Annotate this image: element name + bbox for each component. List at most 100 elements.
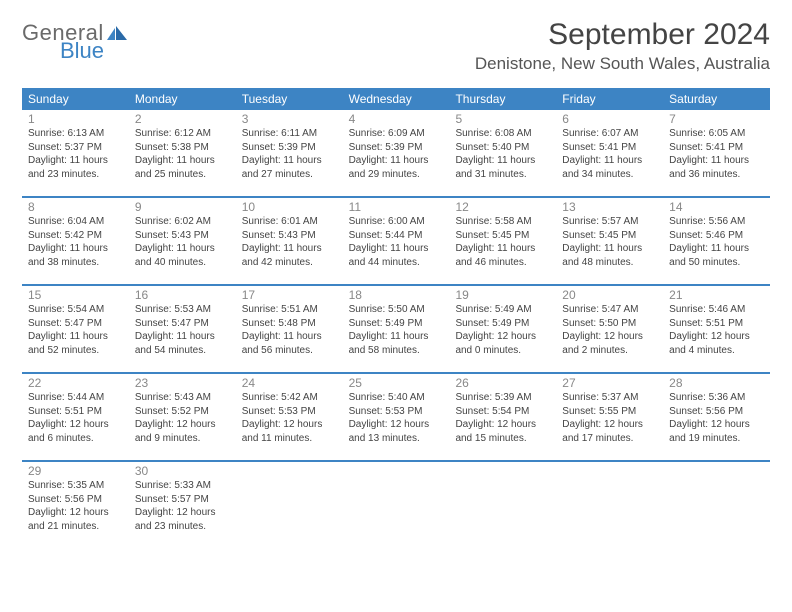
logo-sail-icon xyxy=(107,26,127,40)
header: General Blue September 2024 Denistone, N… xyxy=(22,18,770,78)
title-block: September 2024 Denistone, New South Wale… xyxy=(475,18,770,74)
calendar-cell: 6Sunrise: 6:07 AMSunset: 5:41 PMDaylight… xyxy=(556,110,663,196)
day-details: Sunrise: 6:05 AMSunset: 5:41 PMDaylight:… xyxy=(669,127,764,181)
day-number: 28 xyxy=(669,376,764,391)
day-details: Sunrise: 5:39 AMSunset: 5:54 PMDaylight:… xyxy=(455,391,550,445)
location-text: Denistone, New South Wales, Australia xyxy=(475,54,770,74)
day-header-thursday: Thursday xyxy=(449,88,556,110)
calendar-cell: 23Sunrise: 5:43 AMSunset: 5:52 PMDayligh… xyxy=(129,374,236,460)
day-number: 13 xyxy=(562,200,657,215)
logo: General Blue xyxy=(22,18,127,62)
calendar-cell: 4Sunrise: 6:09 AMSunset: 5:39 PMDaylight… xyxy=(343,110,450,196)
calendar-cell: 12Sunrise: 5:58 AMSunset: 5:45 PMDayligh… xyxy=(449,198,556,284)
day-details: Sunrise: 6:09 AMSunset: 5:39 PMDaylight:… xyxy=(349,127,444,181)
calendar-cell: 7Sunrise: 6:05 AMSunset: 5:41 PMDaylight… xyxy=(663,110,770,196)
calendar-cell: 13Sunrise: 5:57 AMSunset: 5:45 PMDayligh… xyxy=(556,198,663,284)
calendar-cell: 10Sunrise: 6:01 AMSunset: 5:43 PMDayligh… xyxy=(236,198,343,284)
day-number: 29 xyxy=(28,464,123,479)
day-number: 2 xyxy=(135,112,230,127)
calendar-cell: 24Sunrise: 5:42 AMSunset: 5:53 PMDayligh… xyxy=(236,374,343,460)
day-number: 20 xyxy=(562,288,657,303)
calendar-cell: 19Sunrise: 5:49 AMSunset: 5:49 PMDayligh… xyxy=(449,286,556,372)
day-details: Sunrise: 6:11 AMSunset: 5:39 PMDaylight:… xyxy=(242,127,337,181)
day-details: Sunrise: 6:13 AMSunset: 5:37 PMDaylight:… xyxy=(28,127,123,181)
day-details: Sunrise: 5:57 AMSunset: 5:45 PMDaylight:… xyxy=(562,215,657,269)
calendar-cell: 11Sunrise: 6:00 AMSunset: 5:44 PMDayligh… xyxy=(343,198,450,284)
month-title: September 2024 xyxy=(475,18,770,52)
day-number: 15 xyxy=(28,288,123,303)
day-details: Sunrise: 5:53 AMSunset: 5:47 PMDaylight:… xyxy=(135,303,230,357)
day-details: Sunrise: 6:00 AMSunset: 5:44 PMDaylight:… xyxy=(349,215,444,269)
day-number: 30 xyxy=(135,464,230,479)
calendar: SundayMondayTuesdayWednesdayThursdayFrid… xyxy=(22,88,770,548)
calendar-cell xyxy=(236,462,343,548)
calendar-cell: 1Sunrise: 6:13 AMSunset: 5:37 PMDaylight… xyxy=(22,110,129,196)
day-number: 11 xyxy=(349,200,444,215)
day-number: 24 xyxy=(242,376,337,391)
day-details: Sunrise: 5:44 AMSunset: 5:51 PMDaylight:… xyxy=(28,391,123,445)
calendar-cell: 27Sunrise: 5:37 AMSunset: 5:55 PMDayligh… xyxy=(556,374,663,460)
week-row: 15Sunrise: 5:54 AMSunset: 5:47 PMDayligh… xyxy=(22,286,770,374)
day-number: 21 xyxy=(669,288,764,303)
calendar-cell: 17Sunrise: 5:51 AMSunset: 5:48 PMDayligh… xyxy=(236,286,343,372)
calendar-cell: 8Sunrise: 6:04 AMSunset: 5:42 PMDaylight… xyxy=(22,198,129,284)
day-number: 26 xyxy=(455,376,550,391)
day-details: Sunrise: 5:36 AMSunset: 5:56 PMDaylight:… xyxy=(669,391,764,445)
day-number: 17 xyxy=(242,288,337,303)
day-number: 22 xyxy=(28,376,123,391)
day-details: Sunrise: 5:43 AMSunset: 5:52 PMDaylight:… xyxy=(135,391,230,445)
logo-text-blue: Blue xyxy=(60,40,127,62)
day-number: 19 xyxy=(455,288,550,303)
day-number: 3 xyxy=(242,112,337,127)
day-details: Sunrise: 5:42 AMSunset: 5:53 PMDaylight:… xyxy=(242,391,337,445)
day-number: 4 xyxy=(349,112,444,127)
day-header-wednesday: Wednesday xyxy=(343,88,450,110)
calendar-cell: 14Sunrise: 5:56 AMSunset: 5:46 PMDayligh… xyxy=(663,198,770,284)
day-number: 1 xyxy=(28,112,123,127)
day-number: 23 xyxy=(135,376,230,391)
week-row: 1Sunrise: 6:13 AMSunset: 5:37 PMDaylight… xyxy=(22,110,770,198)
week-row: 22Sunrise: 5:44 AMSunset: 5:51 PMDayligh… xyxy=(22,374,770,462)
day-header-row: SundayMondayTuesdayWednesdayThursdayFrid… xyxy=(22,88,770,110)
day-details: Sunrise: 5:40 AMSunset: 5:53 PMDaylight:… xyxy=(349,391,444,445)
calendar-cell xyxy=(663,462,770,548)
week-row: 8Sunrise: 6:04 AMSunset: 5:42 PMDaylight… xyxy=(22,198,770,286)
day-details: Sunrise: 6:02 AMSunset: 5:43 PMDaylight:… xyxy=(135,215,230,269)
weeks-container: 1Sunrise: 6:13 AMSunset: 5:37 PMDaylight… xyxy=(22,110,770,548)
day-details: Sunrise: 5:47 AMSunset: 5:50 PMDaylight:… xyxy=(562,303,657,357)
day-details: Sunrise: 5:58 AMSunset: 5:45 PMDaylight:… xyxy=(455,215,550,269)
day-number: 9 xyxy=(135,200,230,215)
calendar-cell: 5Sunrise: 6:08 AMSunset: 5:40 PMDaylight… xyxy=(449,110,556,196)
day-number: 12 xyxy=(455,200,550,215)
day-details: Sunrise: 5:46 AMSunset: 5:51 PMDaylight:… xyxy=(669,303,764,357)
day-number: 25 xyxy=(349,376,444,391)
calendar-cell: 26Sunrise: 5:39 AMSunset: 5:54 PMDayligh… xyxy=(449,374,556,460)
day-header-monday: Monday xyxy=(129,88,236,110)
day-header-saturday: Saturday xyxy=(663,88,770,110)
calendar-cell: 15Sunrise: 5:54 AMSunset: 5:47 PMDayligh… xyxy=(22,286,129,372)
day-number: 5 xyxy=(455,112,550,127)
day-number: 18 xyxy=(349,288,444,303)
day-number: 10 xyxy=(242,200,337,215)
calendar-cell: 2Sunrise: 6:12 AMSunset: 5:38 PMDaylight… xyxy=(129,110,236,196)
week-row: 29Sunrise: 5:35 AMSunset: 5:56 PMDayligh… xyxy=(22,462,770,548)
day-details: Sunrise: 6:08 AMSunset: 5:40 PMDaylight:… xyxy=(455,127,550,181)
calendar-cell: 29Sunrise: 5:35 AMSunset: 5:56 PMDayligh… xyxy=(22,462,129,548)
day-details: Sunrise: 5:37 AMSunset: 5:55 PMDaylight:… xyxy=(562,391,657,445)
calendar-cell: 28Sunrise: 5:36 AMSunset: 5:56 PMDayligh… xyxy=(663,374,770,460)
day-number: 6 xyxy=(562,112,657,127)
day-header-sunday: Sunday xyxy=(22,88,129,110)
day-details: Sunrise: 6:01 AMSunset: 5:43 PMDaylight:… xyxy=(242,215,337,269)
day-number: 14 xyxy=(669,200,764,215)
calendar-cell xyxy=(449,462,556,548)
day-details: Sunrise: 5:50 AMSunset: 5:49 PMDaylight:… xyxy=(349,303,444,357)
calendar-cell xyxy=(556,462,663,548)
day-number: 7 xyxy=(669,112,764,127)
day-details: Sunrise: 5:51 AMSunset: 5:48 PMDaylight:… xyxy=(242,303,337,357)
day-details: Sunrise: 5:35 AMSunset: 5:56 PMDaylight:… xyxy=(28,479,123,533)
calendar-cell: 3Sunrise: 6:11 AMSunset: 5:39 PMDaylight… xyxy=(236,110,343,196)
day-header-friday: Friday xyxy=(556,88,663,110)
day-details: Sunrise: 5:56 AMSunset: 5:46 PMDaylight:… xyxy=(669,215,764,269)
day-number: 16 xyxy=(135,288,230,303)
calendar-cell: 21Sunrise: 5:46 AMSunset: 5:51 PMDayligh… xyxy=(663,286,770,372)
